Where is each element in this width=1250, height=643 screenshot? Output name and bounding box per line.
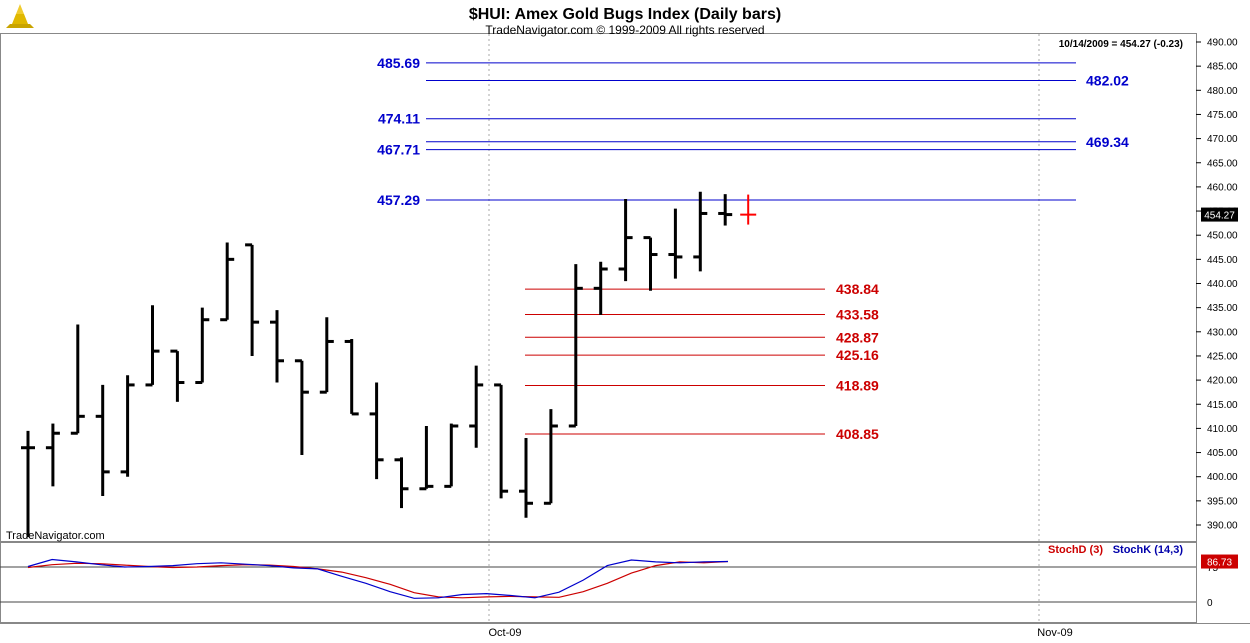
ohlc-bar <box>344 339 359 416</box>
ohlc-bar <box>369 382 384 480</box>
y-tick-label: 465.00 <box>1207 158 1238 169</box>
ohlc-bar <box>668 208 683 279</box>
y-tick-label: 445.00 <box>1207 255 1238 266</box>
legend-stoch-d: StochD (3) <box>1048 544 1103 556</box>
chart-subtitle: TradeNavigator.com © 1999-2009 All right… <box>485 23 764 37</box>
y-tick-label: 440.00 <box>1207 279 1238 290</box>
last-price-marker: 454.27 <box>740 194 1238 225</box>
level-label: 433.58 <box>836 307 879 323</box>
level-label: 467.71 <box>377 142 420 158</box>
ohlc-bar <box>568 264 583 428</box>
ohlc-bar <box>21 430 35 538</box>
y-tick-label: 405.00 <box>1207 448 1238 459</box>
ohlc-bar <box>494 383 509 499</box>
stoch-y-tick-label: 0 <box>1207 598 1213 609</box>
y-tick-label: 480.00 <box>1207 86 1238 97</box>
watermark: TradeNavigator.com <box>6 530 105 542</box>
ohlc-bar <box>170 349 185 402</box>
y-tick-label: 410.00 <box>1207 424 1238 435</box>
trade-navigator-logo-icon <box>6 4 34 28</box>
ohlc-bar <box>394 457 409 509</box>
ohlc-bar <box>469 365 484 448</box>
y-tick-label: 470.00 <box>1207 134 1238 145</box>
stoch-last-box <box>1201 554 1238 569</box>
ohlc-bar <box>419 425 434 491</box>
level-label: 425.16 <box>836 347 879 363</box>
ohlc-bar <box>519 438 533 518</box>
y-tick-label: 485.00 <box>1207 62 1238 73</box>
y-tick-label: 430.00 <box>1207 327 1238 338</box>
y-tick-label: 490.00 <box>1207 38 1238 49</box>
x-tick-label: Oct-09 <box>488 627 521 639</box>
level-label: 485.69 <box>377 55 420 71</box>
level-label: 428.87 <box>836 329 879 345</box>
vertical-gridlines <box>488 34 1040 622</box>
ohlc-bar <box>70 324 85 435</box>
ohlc-bar <box>45 423 60 487</box>
level-label: 408.85 <box>836 426 879 442</box>
y-tick-label: 450.00 <box>1207 231 1238 242</box>
chart-title: $HUI: Amex Gold Bugs Index (Daily bars) <box>469 6 781 23</box>
x-tick-label: Nov-09 <box>1037 627 1072 639</box>
stoch-k-line <box>27 558 729 599</box>
ohlc-bar <box>693 191 708 272</box>
ohlc-bar <box>643 236 658 291</box>
y-tick-label: 400.00 <box>1207 472 1238 483</box>
ohlc-bar <box>543 409 558 505</box>
ohlc-bar <box>95 384 110 497</box>
level-label: 457.29 <box>377 192 420 208</box>
ohlc-bar <box>220 242 235 322</box>
ohlc-bar <box>195 307 210 385</box>
stoch-last-label: 86.73 <box>1207 558 1232 569</box>
y-tick-label: 460.00 <box>1207 182 1238 193</box>
ohlc-bar <box>618 198 633 282</box>
last-price-box <box>1201 207 1238 222</box>
ohlc-bar <box>319 317 334 394</box>
last-price-label: 454.27 <box>1204 211 1235 222</box>
price-bars <box>21 191 733 538</box>
stoch-panel-frame <box>0 542 1197 623</box>
level-label: 418.89 <box>836 377 879 393</box>
last-bar-info: 10/14/2009 = 454.27 (-0.23) <box>1059 39 1183 50</box>
x-axis: Oct-09 Nov-09 <box>488 627 1072 639</box>
y-tick-label: 475.00 <box>1207 110 1238 121</box>
legend-stoch-k: StochK (14,3) <box>1113 544 1184 556</box>
ohlc-bar <box>270 310 284 383</box>
y-tick-label: 425.00 <box>1207 351 1238 362</box>
ohlc-bar <box>120 375 135 477</box>
fibonacci-levels: 485.69 482.02 474.11 469.34 467.71 457.29 438.… <box>377 55 1129 442</box>
y-tick-label: 415.00 <box>1207 400 1238 411</box>
y-tick-label: 420.00 <box>1207 376 1238 387</box>
ohlc-bar <box>145 305 160 387</box>
level-label: 474.11 <box>378 111 420 127</box>
level-label: 438.84 <box>836 281 879 297</box>
level-label: 469.34 <box>1086 134 1129 150</box>
level-label: 482.02 <box>1086 73 1129 89</box>
ohlc-bar <box>444 423 459 488</box>
y-tick-label: 395.00 <box>1207 496 1238 507</box>
ohlc-bar <box>294 359 309 455</box>
ohlc-bar <box>245 243 260 356</box>
price-panel-frame <box>0 33 1197 542</box>
ohlc-bar <box>718 194 733 226</box>
ohlc-bar <box>593 261 608 315</box>
y-tick-label: 435.00 <box>1207 303 1238 314</box>
stochastic-panel: 07586.73 <box>0 554 1238 609</box>
y-tick-label: 390.00 <box>1207 521 1238 532</box>
